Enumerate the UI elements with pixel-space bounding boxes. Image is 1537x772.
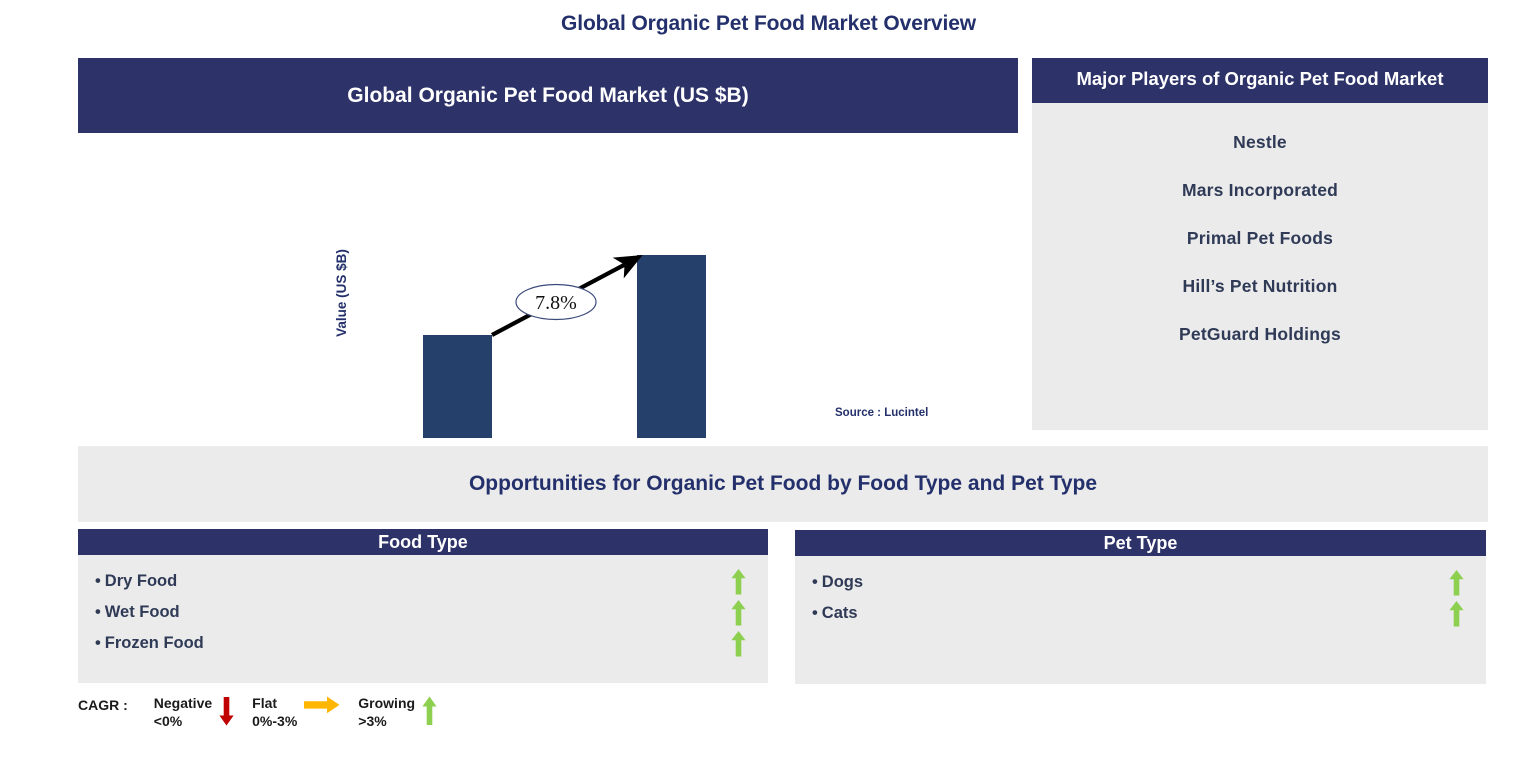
arrow-up-green-icon-wrap: [422, 694, 437, 726]
bar-2024: [423, 335, 492, 438]
opportunities-banner: Opportunities for Organic Pet Food by Fo…: [78, 446, 1488, 522]
bullet-icon: •: [812, 573, 818, 591]
cagr-legend-item-range: 0%-3%: [252, 713, 298, 730]
pet-type-header-label: Pet Type: [1103, 532, 1178, 553]
pet-type-header: Pet Type: [795, 530, 1486, 556]
list-item: • Cats: [795, 598, 1486, 629]
food-type-item-label: • Frozen Food: [95, 634, 204, 653]
bullet-icon: •: [812, 604, 818, 622]
cagr-legend-item-name: Negative: [153, 695, 213, 711]
list-item: Hill’s Pet Nutrition: [1182, 275, 1338, 296]
food-type-item-label: • Dry Food: [95, 572, 177, 591]
pet-type-panel: Pet Type • Dogs • Cats: [795, 530, 1486, 684]
cagr-legend-item-growing: Growing >3%: [358, 694, 447, 731]
cagr-legend-title: CAGR :: [78, 697, 128, 713]
pet-type-list: • Dogs • Cats: [795, 556, 1486, 629]
food-type-panel: Food Type • Dry Food • Wet Food • Frozen Fo…: [78, 529, 768, 683]
chart-source-label: Source : Lucintel: [835, 407, 929, 419]
list-item: • Wet Food: [78, 597, 768, 628]
bar-chart-svg: Value (US $B) 7.8% 2024 2031: [334, 249, 706, 438]
cagr-callout-bubble: [515, 283, 597, 321]
food-type-header: Food Type: [78, 529, 768, 555]
arrow-up-green-icon: [731, 568, 746, 594]
arrow-up-green-icon: [422, 696, 437, 725]
cagr-legend-item-range: >3%: [358, 713, 387, 730]
food-type-item-text: Frozen Food: [104, 634, 204, 652]
cagr-legend-item-text: Negative <0%: [154, 694, 212, 731]
bullet-icon: •: [95, 572, 101, 590]
bar-2031: [637, 255, 706, 438]
bullet-icon: •: [95, 634, 101, 652]
arrow-up-green-icon: [1449, 569, 1464, 595]
cagr-legend-item-range: <0%: [153, 713, 183, 730]
food-type-list: • Dry Food • Wet Food • Frozen Food: [78, 555, 768, 659]
arrow-right-amber-icon: [304, 696, 340, 714]
list-item: • Dogs: [795, 567, 1486, 598]
cagr-legend-item-flat: Flat 0%-3%: [252, 694, 350, 731]
food-type-item-text: Wet Food: [104, 603, 180, 621]
list-item: PetGuard Holdings: [1179, 323, 1341, 344]
major-players-header: Major Players of Organic Pet Food Market: [1032, 58, 1488, 103]
food-type-item-label: • Wet Food: [95, 603, 180, 622]
list-item: Mars Incorporated: [1181, 179, 1339, 200]
list-item: Primal Pet Foods: [1186, 227, 1334, 248]
cagr-legend-item-text: Growing >3%: [358, 694, 415, 731]
cagr-legend-item-text: Flat 0%-3%: [252, 694, 297, 731]
y-axis-title: Value (US $B): [334, 249, 349, 337]
bar-chart: Value (US $B) 7.8% 2024 2031: [78, 133, 1018, 438]
list-item: Nestle: [1233, 131, 1287, 152]
bullet-icon: •: [95, 603, 101, 621]
cagr-legend-item-name: Flat: [252, 695, 278, 711]
food-type-item-text: Dry Food: [104, 572, 178, 590]
opportunities-banner-label: Opportunities for Organic Pet Food by Fo…: [468, 472, 1098, 495]
major-players-list: Nestle Mars Incorporated Primal Pet Food…: [1032, 103, 1488, 359]
arrow-up-green-icon: [1449, 600, 1464, 626]
arrow-up-green-icon: [731, 599, 746, 625]
list-item: • Dry Food: [78, 566, 768, 597]
cagr-legend-item-negative: Negative <0%: [154, 694, 244, 731]
pet-type-item-text: Dogs: [821, 573, 864, 591]
arrow-down-red-icon: [219, 697, 234, 726]
major-players-header-label: Major Players of Organic Pet Food Market: [1076, 68, 1444, 89]
pet-type-item-text: Cats: [821, 604, 858, 622]
market-chart-panel: Global Organic Pet Food Market (US $B) V…: [78, 58, 1018, 438]
cagr-legend-item-name: Growing: [358, 695, 416, 711]
market-chart-header: Global Organic Pet Food Market (US $B): [78, 58, 1018, 133]
pet-type-item-label: • Cats: [812, 604, 858, 623]
cagr-callout-label: 7.8%: [535, 292, 577, 314]
page-title: Global Organic Pet Food Market Overview: [560, 12, 977, 35]
pet-type-item-label: • Dogs: [812, 573, 863, 592]
arrow-up-green-icon: [731, 630, 746, 656]
list-item: • Frozen Food: [78, 628, 768, 659]
food-type-header-label: Food Type: [378, 531, 468, 552]
arrow-right-amber-icon-wrap: [304, 694, 340, 714]
cagr-legend: CAGR : Negative <0% Flat 0%-3% Growing >…: [78, 694, 455, 731]
major-players-panel: Major Players of Organic Pet Food Market…: [1032, 58, 1488, 430]
arrow-down-red-icon-wrap: [219, 694, 234, 726]
market-chart-header-label: Global Organic Pet Food Market (US $B): [347, 83, 749, 107]
